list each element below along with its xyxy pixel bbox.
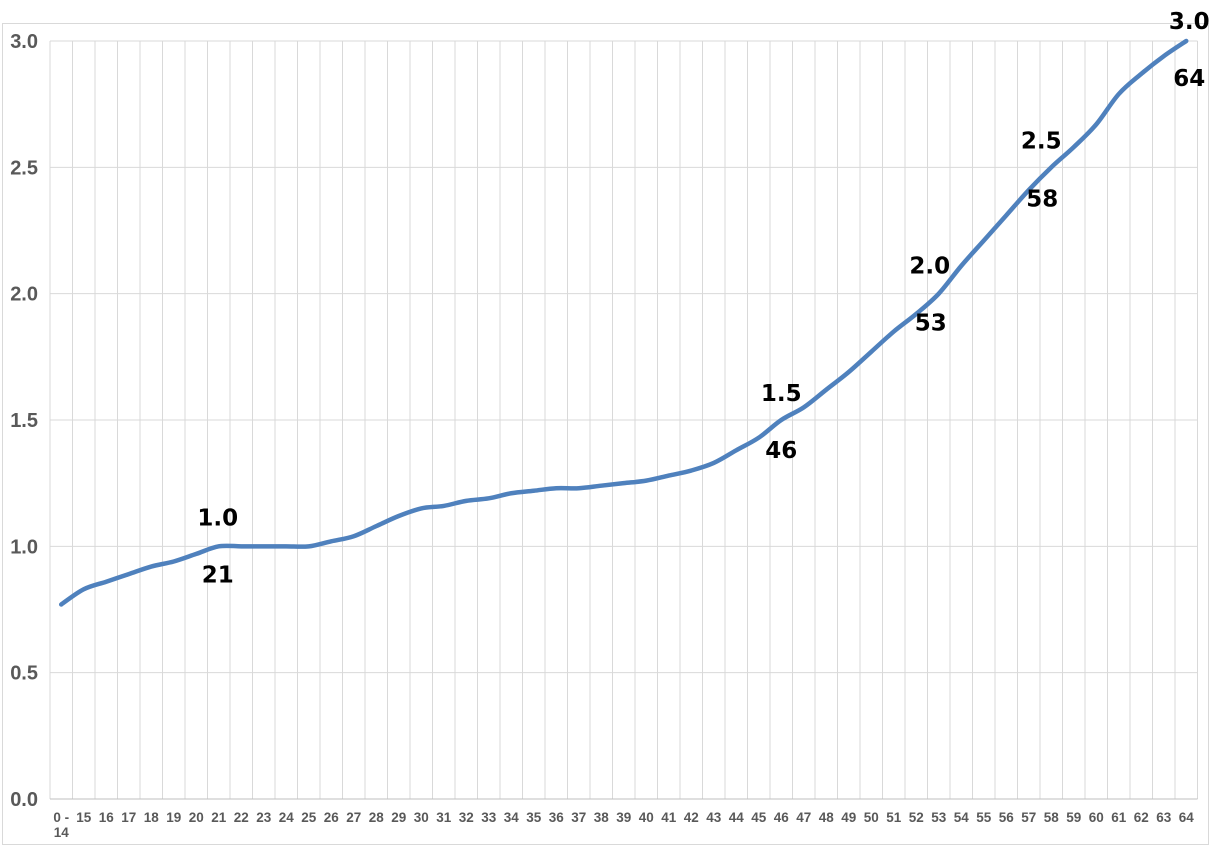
x-tick-label: 60	[1089, 810, 1104, 825]
x-tick-label: 41	[661, 810, 677, 825]
x-tick-label: 61	[1111, 810, 1127, 825]
data-label-category: 64	[1173, 66, 1205, 92]
y-tick-label: 2.5	[10, 157, 38, 179]
x-tick-label: 29	[391, 810, 406, 825]
x-tick-label: 15	[76, 810, 92, 825]
x-tick-label: 23	[256, 810, 272, 825]
x-tick-label: 27	[346, 810, 361, 825]
x-tick-label: 63	[1156, 810, 1172, 825]
data-label-value: 2.0	[909, 254, 950, 280]
x-tick-label: 18	[144, 810, 160, 825]
x-tick-label: 55	[976, 810, 992, 825]
data-label-category: 58	[1026, 186, 1058, 212]
data-label-category: 53	[915, 311, 947, 337]
x-tick-label: 51	[886, 810, 902, 825]
y-tick-label: 1.0	[10, 536, 38, 558]
x-tick-label: 48	[819, 810, 835, 825]
y-tick-label: 1.5	[10, 410, 38, 432]
x-tick-label: 34	[504, 810, 520, 825]
gridlines	[49, 40, 1198, 800]
x-tick-label: 20	[189, 810, 204, 825]
y-tick-label: 2.0	[10, 284, 38, 306]
x-tick-label: 17	[121, 810, 136, 825]
x-tick-label: 22	[234, 810, 249, 825]
x-tick-label: 53	[931, 810, 947, 825]
data-label-value: 1.5	[761, 381, 802, 407]
x-axis-labels: 0 -14 15 16 17 18 19 20 21 22 23 24 25 26 27 28 29 30 31 3…	[53, 810, 1194, 840]
x-tick-label: 19	[166, 810, 181, 825]
x-tick-label: 36	[549, 810, 565, 825]
data-label-value: 3.0	[1169, 9, 1210, 35]
x-tick-label: 35	[526, 810, 542, 825]
y-tick-label: 0.0	[10, 789, 38, 811]
x-tick-label: 40	[639, 810, 654, 825]
y-axis-labels: 0.0 0.5 1.0 1.5 2.0 2.5 3.0	[10, 31, 38, 811]
x-tick-label: 57	[1021, 810, 1036, 825]
x-tick-label: 16	[99, 810, 115, 825]
x-tick-label: 62	[1134, 810, 1149, 825]
x-tick-label: 56	[999, 810, 1015, 825]
x-tick-label: 33	[481, 810, 497, 825]
x-tick-label: 52	[909, 810, 924, 825]
x-tick-label: 21	[211, 810, 227, 825]
x-tick-label: 39	[616, 810, 631, 825]
x-tick-label: 28	[369, 810, 385, 825]
x-tick-label: 38	[594, 810, 610, 825]
data-label-category: 46	[765, 438, 797, 464]
y-tick-label: 0.5	[10, 663, 38, 685]
x-tick-label: 44	[729, 810, 745, 825]
x-tick-label: 42	[684, 810, 699, 825]
x-tick-label: 43	[706, 810, 722, 825]
x-tick-label: 47	[796, 810, 811, 825]
x-tick-label: 49	[841, 810, 856, 825]
x-tick-label: 59	[1066, 810, 1081, 825]
x-tick-label: 25	[301, 810, 317, 825]
data-label-category: 21	[202, 562, 234, 588]
x-tick-label: 45	[751, 810, 767, 825]
x-tick-label: 26	[324, 810, 340, 825]
x-tick-label: 58	[1044, 810, 1060, 825]
y-tick-label: 3.0	[10, 31, 38, 53]
x-tick-label: 54	[954, 810, 970, 825]
chart-frame-border	[2, 23, 1209, 845]
data-label-value: 1.0	[197, 505, 238, 531]
x-tick-label: 31	[436, 810, 452, 825]
x-tick-label: 37	[571, 810, 586, 825]
x-tick-label: 24	[279, 810, 295, 825]
x-tick-label: 32	[459, 810, 474, 825]
x-tick-label: 0 -14	[53, 810, 69, 840]
x-tick-label: 30	[414, 810, 429, 825]
data-label-value: 2.5	[1021, 128, 1062, 154]
x-tick-label: 46	[774, 810, 790, 825]
series-line	[59, 38, 1189, 607]
data-annotations: 1.0 21 1.5 46 2.0 53 2.5 58 3.0 64	[197, 9, 1209, 588]
x-tick-label: 64	[1179, 810, 1195, 825]
x-tick-label: 50	[864, 810, 879, 825]
